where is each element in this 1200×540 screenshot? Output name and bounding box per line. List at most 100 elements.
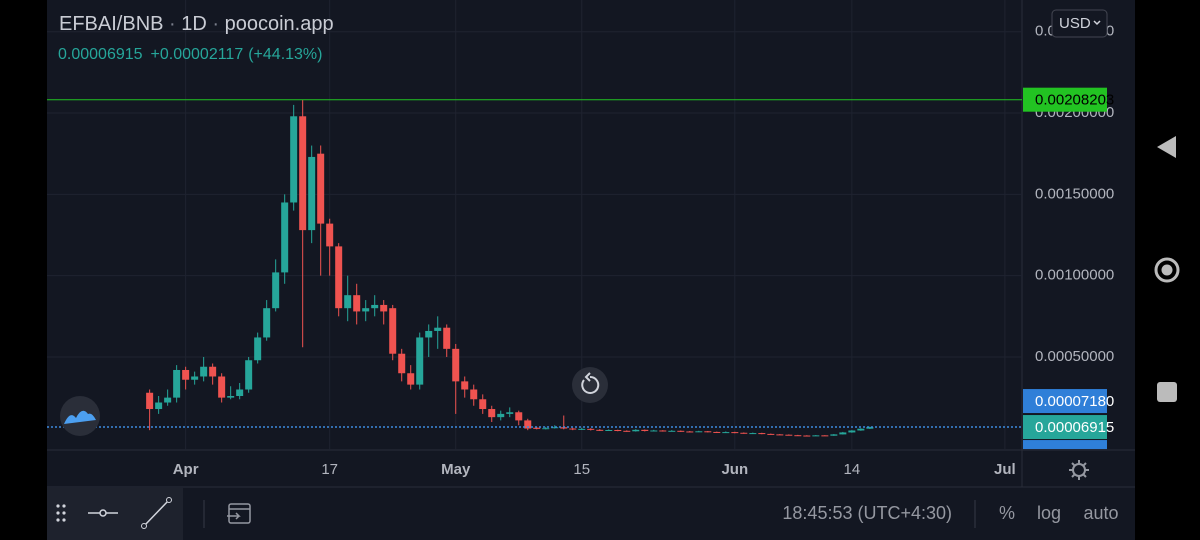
change-pct: (+44.13%) [248,46,322,63]
logo[interactable] [60,396,100,436]
candle-body [164,397,172,403]
chart-panel [47,0,1135,540]
candle-body [785,434,793,436]
candle-body [551,427,559,429]
header: EFBAI/BNB · 1D · poocoin.app [59,13,334,35]
separator: · [207,13,225,35]
candle-body [614,429,622,431]
plot: 0.000500000.001000000.001500000.00200000… [47,0,1114,478]
candle-body [290,116,298,203]
x-tick-label: Jul [994,461,1016,478]
x-tick-label: 15 [573,461,590,478]
price-label-box [1023,389,1107,414]
candle-body [731,432,739,434]
candle-body [623,430,631,432]
candle-body [524,420,532,429]
candle-body [353,295,361,312]
candle-body [452,348,460,382]
candle-body [155,402,163,410]
candle-body [695,431,703,433]
log-toggle[interactable]: log [1037,503,1061,523]
candle-body [677,430,685,432]
settings[interactable] [1069,460,1089,480]
source: poocoin.app [225,13,334,35]
candle-body [479,399,487,410]
candle-body [254,337,262,361]
drag-handle[interactable] [56,504,66,522]
candle-body [308,156,316,231]
candle-body [173,369,181,398]
candle-body [821,435,829,437]
auto-toggle[interactable]: auto [1083,503,1118,523]
currency-button[interactable]: USD [1051,9,1108,38]
candle-body [272,272,280,309]
candle-body [434,327,442,331]
candle-body [209,366,217,377]
candle-body [533,427,541,429]
hidden-label-box [1023,440,1107,450]
currency[interactable]: USD [1059,15,1091,32]
candle-body [389,308,397,354]
candle-body [146,392,154,410]
x-tick-label: Apr [173,461,199,478]
candle-body [866,427,874,429]
candle-body [299,116,307,231]
candle-body [776,434,784,436]
candle-body [236,389,244,397]
candle-body [560,427,568,429]
candle-body [218,376,226,398]
candle-body [686,431,694,433]
horizontal-line-tool[interactable] [88,509,118,517]
reset-circle[interactable] [572,367,608,403]
percent-toggle[interactable]: % [999,503,1015,523]
last: 0.00006915 [58,46,143,63]
home-button[interactable] [1154,257,1180,283]
y-tick-label: 0.00050000 [1035,348,1114,365]
candle-body [605,429,613,431]
y-tick-label: 0.00150000 [1035,185,1114,202]
candle-body [569,428,577,430]
trend-line-tool[interactable] [141,497,172,529]
candle-body [713,431,721,433]
candle-body [857,428,865,431]
symbol: EFBAI/BNB [59,13,163,35]
candle-body [641,429,649,431]
candle-body [470,389,478,400]
candle-body [398,353,406,374]
price-label: 0.00007180 [1035,393,1114,410]
candle-body [227,396,235,398]
recents-button[interactable] [1157,382,1177,402]
clock: 18:45:53 (UTC+4:30) [782,503,952,523]
logo-mark [64,410,96,424]
candle-body [461,381,469,390]
candle-body [758,433,766,435]
candle-body [740,432,748,434]
tool-group [47,488,130,540]
candle-body [596,429,604,431]
candle-body [749,433,757,435]
candle-body [344,295,352,309]
currency-box[interactable] [1051,9,1108,38]
last-price-label: 0.00006915 [1035,419,1114,436]
candle-body [632,429,640,432]
candle-body [794,435,802,437]
candle-body [668,430,676,432]
candle-body [650,430,658,432]
reset-button[interactable] [572,367,608,403]
candle-body [839,432,847,435]
quote: 0.00006915 +0.00002117 (+44.13%) [58,46,322,63]
chevron [1093,20,1101,26]
candle-body [497,413,505,418]
candle-body [245,360,253,390]
candle-body [659,430,667,432]
x-tick-label: 14 [844,461,861,478]
candle-body [425,330,433,338]
candle-body [812,435,820,437]
back-button[interactable] [1157,136,1176,158]
candle-body [281,202,289,273]
candle-body [830,434,838,436]
date-range-tool[interactable] [227,503,251,524]
candle-body [722,432,730,434]
candle-body [182,369,190,380]
